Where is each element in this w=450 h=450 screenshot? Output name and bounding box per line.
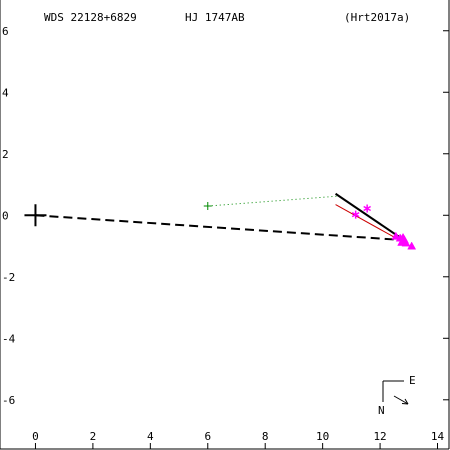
wds-designation: WDS 22128+6829 bbox=[44, 11, 137, 24]
measure-point bbox=[203, 202, 212, 211]
x-tick-label: 10 bbox=[316, 430, 329, 443]
position-angle-line bbox=[35, 214, 401, 241]
observation-triangle bbox=[391, 231, 401, 240]
motion-arrow-shaft bbox=[393, 395, 409, 405]
x-tick-label: 6 bbox=[204, 430, 211, 443]
y-tick-label: 6 bbox=[2, 25, 9, 38]
x-tick-label: 14 bbox=[431, 430, 445, 443]
compass-east-label: E bbox=[409, 374, 416, 387]
pair-name: HJ 1747AB bbox=[185, 11, 245, 24]
reference-code: (Hrt2017a) bbox=[344, 11, 410, 24]
x-tick-label: 4 bbox=[147, 430, 154, 443]
observation-star bbox=[363, 204, 371, 213]
y-tick-label: 0 bbox=[2, 209, 9, 222]
y-tick-label: -6 bbox=[2, 394, 15, 407]
header: WDS 22128+6829 HJ 1747AB (Hrt2017a) bbox=[44, 11, 410, 24]
x-tick-label: 0 bbox=[32, 430, 39, 443]
compass: E N bbox=[378, 374, 416, 417]
y-tick-label: 2 bbox=[2, 148, 9, 161]
observation-triangle bbox=[397, 237, 407, 246]
primary-star-marker bbox=[24, 204, 47, 227]
motion-arrow-head bbox=[401, 398, 409, 405]
y-tick-label: 4 bbox=[2, 86, 9, 99]
y-tick-label: -4 bbox=[2, 332, 16, 345]
plot-series bbox=[24, 192, 417, 250]
y-tick-label: -2 bbox=[2, 271, 15, 284]
ephemeris-segment bbox=[335, 204, 401, 241]
x-tick-label: 2 bbox=[90, 430, 97, 443]
observation-triangle bbox=[407, 241, 417, 250]
x-tick-label: 12 bbox=[373, 430, 386, 443]
measure-link-line bbox=[207, 195, 338, 207]
observation-star bbox=[351, 210, 360, 219]
x-tick-label: 8 bbox=[262, 430, 269, 443]
orbit-segment bbox=[335, 192, 406, 242]
compass-north-label: N bbox=[378, 404, 385, 417]
